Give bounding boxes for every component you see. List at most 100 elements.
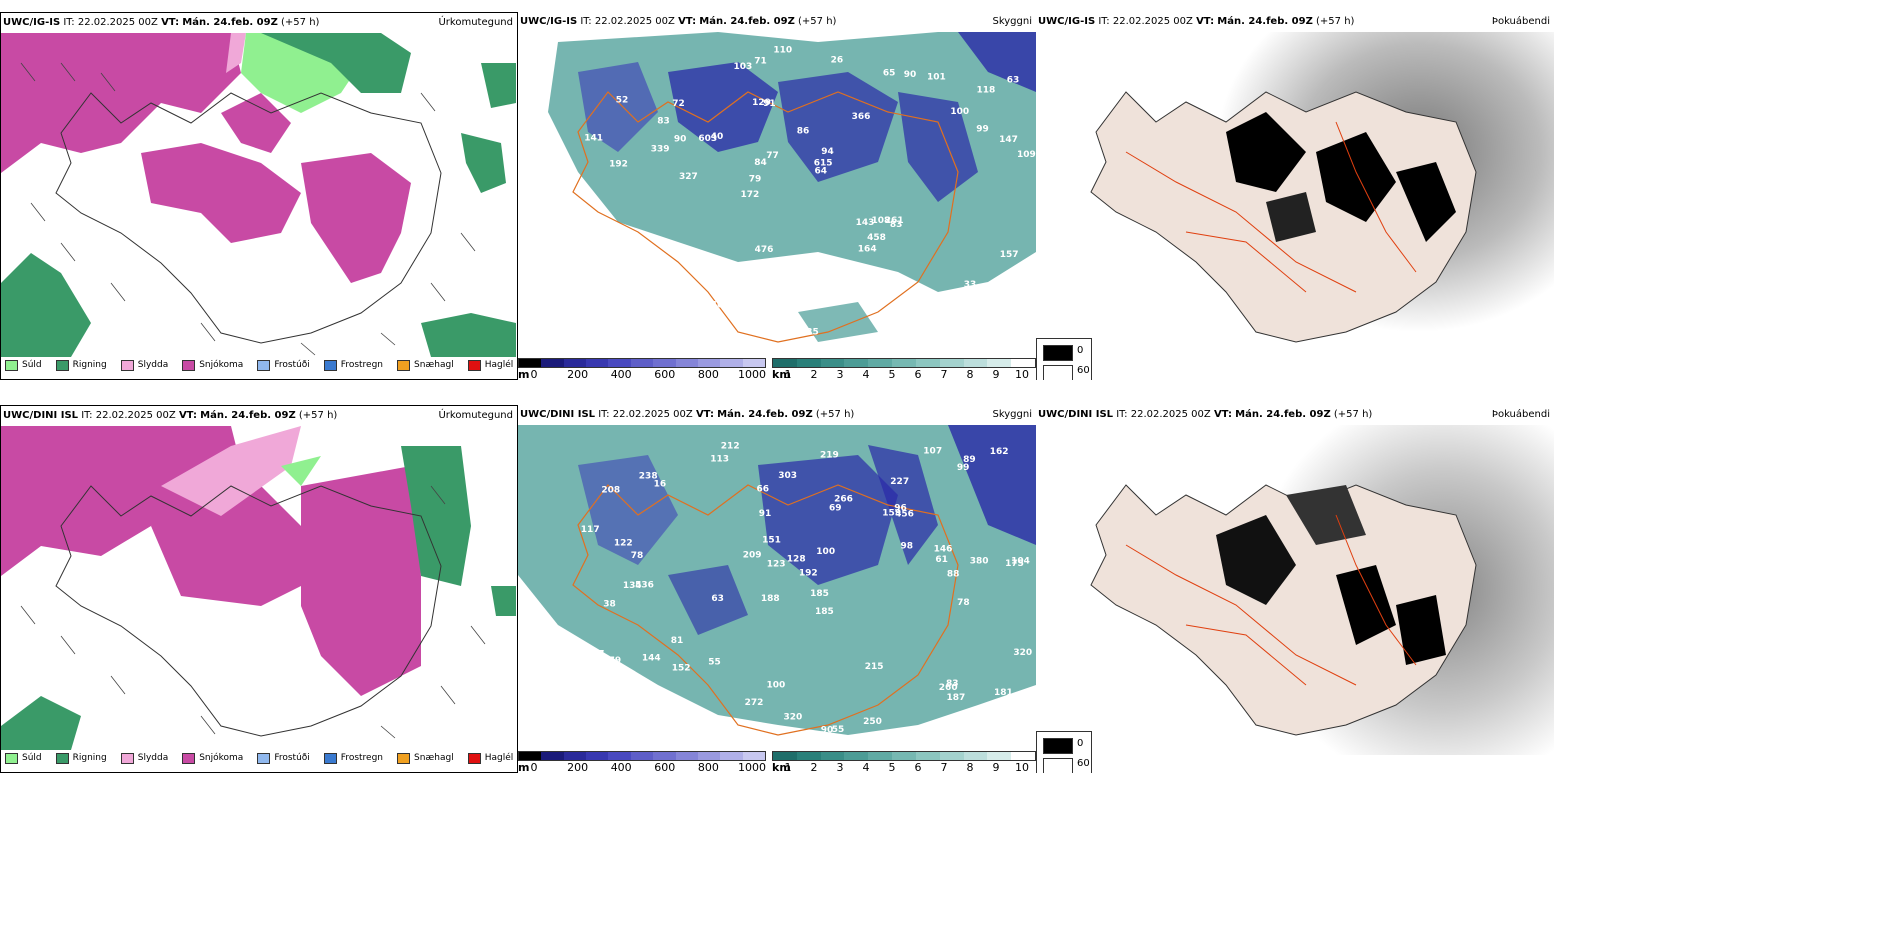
cloud-base-value: 78 xyxy=(631,551,644,561)
panel-header: UWC/DINI ISL IT: 22.02.2025 00Z VT: Mán.… xyxy=(1,406,517,426)
colorbar-segment xyxy=(963,752,988,760)
vt-label: VT: xyxy=(178,410,197,421)
cloud-base-value: 55 xyxy=(832,725,845,735)
legend-swatch xyxy=(55,359,69,371)
cloud-base-value: 90 xyxy=(904,70,917,80)
colorbar-tick: 3 xyxy=(836,368,844,380)
cloud-base-value: 109 xyxy=(1017,150,1036,160)
cloud-base-value: 123 xyxy=(767,559,786,569)
legend-swatch xyxy=(323,359,337,371)
it-label: IT: xyxy=(81,410,93,421)
cloud-base-value: 55 xyxy=(708,658,721,668)
cloud-base-value: 143 xyxy=(856,218,875,228)
legend-label: Snjókoma xyxy=(199,360,244,370)
cloud-base-value: 99 xyxy=(957,463,970,473)
colorbar-tick: 800 xyxy=(697,761,719,773)
colorbar-tick: 6 xyxy=(914,368,922,380)
colorbar-tick: 2 xyxy=(810,368,818,380)
it-value: 22.02.2025 00Z xyxy=(77,17,158,28)
colorbar-segment xyxy=(987,359,1012,367)
colorbar-tick: 1000 xyxy=(738,368,766,380)
cloud-base-value: 261 xyxy=(885,216,904,226)
colorbar-tick: 6 xyxy=(914,761,922,773)
precip-panel-row1: UWC/IG-IS IT: 22.02.2025 00Z VT: Mán. 24… xyxy=(0,12,518,380)
model-name: UWC/IG-IS xyxy=(520,16,578,27)
colorbar-tick: 2 xyxy=(810,761,818,773)
colorbar-segment xyxy=(697,752,721,760)
vt-label: VT: xyxy=(678,16,697,27)
cloud-base-value: 366 xyxy=(852,112,871,122)
legend-low: 0 xyxy=(1077,738,1084,749)
model-name: UWC/DINI ISL xyxy=(520,409,596,420)
lead-time: (+57 h) xyxy=(815,409,855,420)
cloud-base-value: 134 xyxy=(623,581,642,591)
cloud-base-value: 217 xyxy=(624,255,643,265)
cloud-base-value: 162 xyxy=(990,447,1009,457)
panel-header: UWC/DINI ISL IT: 22.02.2025 00Z VT: Mán.… xyxy=(518,405,1036,425)
colorbar-segment xyxy=(742,359,765,367)
panel-header: UWC/DINI ISL IT: 22.02.2025 00Z VT: Mán.… xyxy=(1036,405,1554,425)
panel-title: Skyggni xyxy=(992,16,1032,27)
legend-swatch xyxy=(55,752,69,764)
cloud-base-value: 172 xyxy=(741,190,760,200)
cloud-base-value: 33 xyxy=(964,280,977,290)
cloud-base-value: 458 xyxy=(867,233,886,243)
cloud-base-value: 135 xyxy=(800,328,819,338)
colorbar-segment xyxy=(586,752,609,760)
cloud-base-value: 94 xyxy=(792,271,805,281)
cloud-base-value: 52 xyxy=(616,95,629,105)
legend-item: Haglél xyxy=(467,359,513,371)
legend-label: Snjókoma xyxy=(199,753,244,763)
colorbar-tick: 7 xyxy=(940,761,948,773)
cloud-base-value: 90 xyxy=(611,261,624,271)
panel-title: Úrkomutegund xyxy=(438,410,513,421)
cloud-base-value: 16 xyxy=(628,321,641,331)
cloud-base-value: 209 xyxy=(743,551,762,561)
panel-header: UWC/IG-IS IT: 22.02.2025 00Z VT: Mán. 24… xyxy=(1036,12,1554,32)
colorbar-segment xyxy=(541,359,564,367)
legend-black-swatch xyxy=(1043,345,1073,361)
legend-label: Snæhagl xyxy=(414,360,454,370)
cloud-base-value: 94 xyxy=(821,147,834,157)
cloud-base-value: 90 xyxy=(749,274,762,284)
cloud-base-value: 144 xyxy=(642,654,661,664)
colorbar-segment xyxy=(563,752,587,760)
cloud-base-value: 219 xyxy=(820,451,839,461)
colorbar-segment xyxy=(608,359,631,367)
colorbar-segment xyxy=(963,359,988,367)
cloud-base-value: 84 xyxy=(754,158,767,168)
colorbar-tick: 400 xyxy=(610,761,632,773)
cloud-base-value: 615 xyxy=(814,158,833,168)
legend-swatch xyxy=(120,359,134,371)
cloud-base-value: 122 xyxy=(614,539,633,549)
legend-item: Rigning xyxy=(55,359,107,371)
cloud-base-value: 57 xyxy=(591,299,604,309)
cloud-base-value: 101 xyxy=(927,73,946,83)
cloud-base-value: 842 xyxy=(595,318,614,328)
cloud-base-value: 118 xyxy=(977,85,996,95)
it-value: 22.02.2025 00Z xyxy=(1112,16,1193,27)
colorbar-tick: 200 xyxy=(567,761,589,773)
colorbar-tick: 400 xyxy=(610,368,632,380)
colorbar-segment xyxy=(773,359,797,367)
cloud-base-value: 157 xyxy=(1000,250,1019,260)
cloud-base-value: 110 xyxy=(773,46,792,56)
colorbar-segment xyxy=(892,752,916,760)
dew-legend: 0 60 xyxy=(1036,338,1092,380)
cloud-base-value: 104 xyxy=(1011,556,1030,566)
cloud-base-value: 330 xyxy=(969,312,988,322)
cloud-base-value: 113 xyxy=(710,454,729,464)
cloud-base-value: 65 xyxy=(883,69,896,79)
model-name: UWC/DINI ISL xyxy=(3,410,79,421)
vt-value: Mán. 24.feb. 09Z xyxy=(717,409,813,420)
dew-legend: 0 60 xyxy=(1036,731,1092,773)
cloud-base-value: 380 xyxy=(970,557,989,567)
panel-title: Þokuábendi xyxy=(1491,409,1550,420)
colorbar-segment xyxy=(586,359,609,367)
cbar-altitude: m 0 200 400 600 800 1000 xyxy=(518,751,766,773)
cloud-base-value: 260 xyxy=(939,683,958,693)
legend-item: Súld xyxy=(5,359,42,371)
cloud-base-value: 181 xyxy=(994,688,1013,698)
colorbar-segment xyxy=(868,359,893,367)
colorbar-tick: 5 xyxy=(888,368,896,380)
